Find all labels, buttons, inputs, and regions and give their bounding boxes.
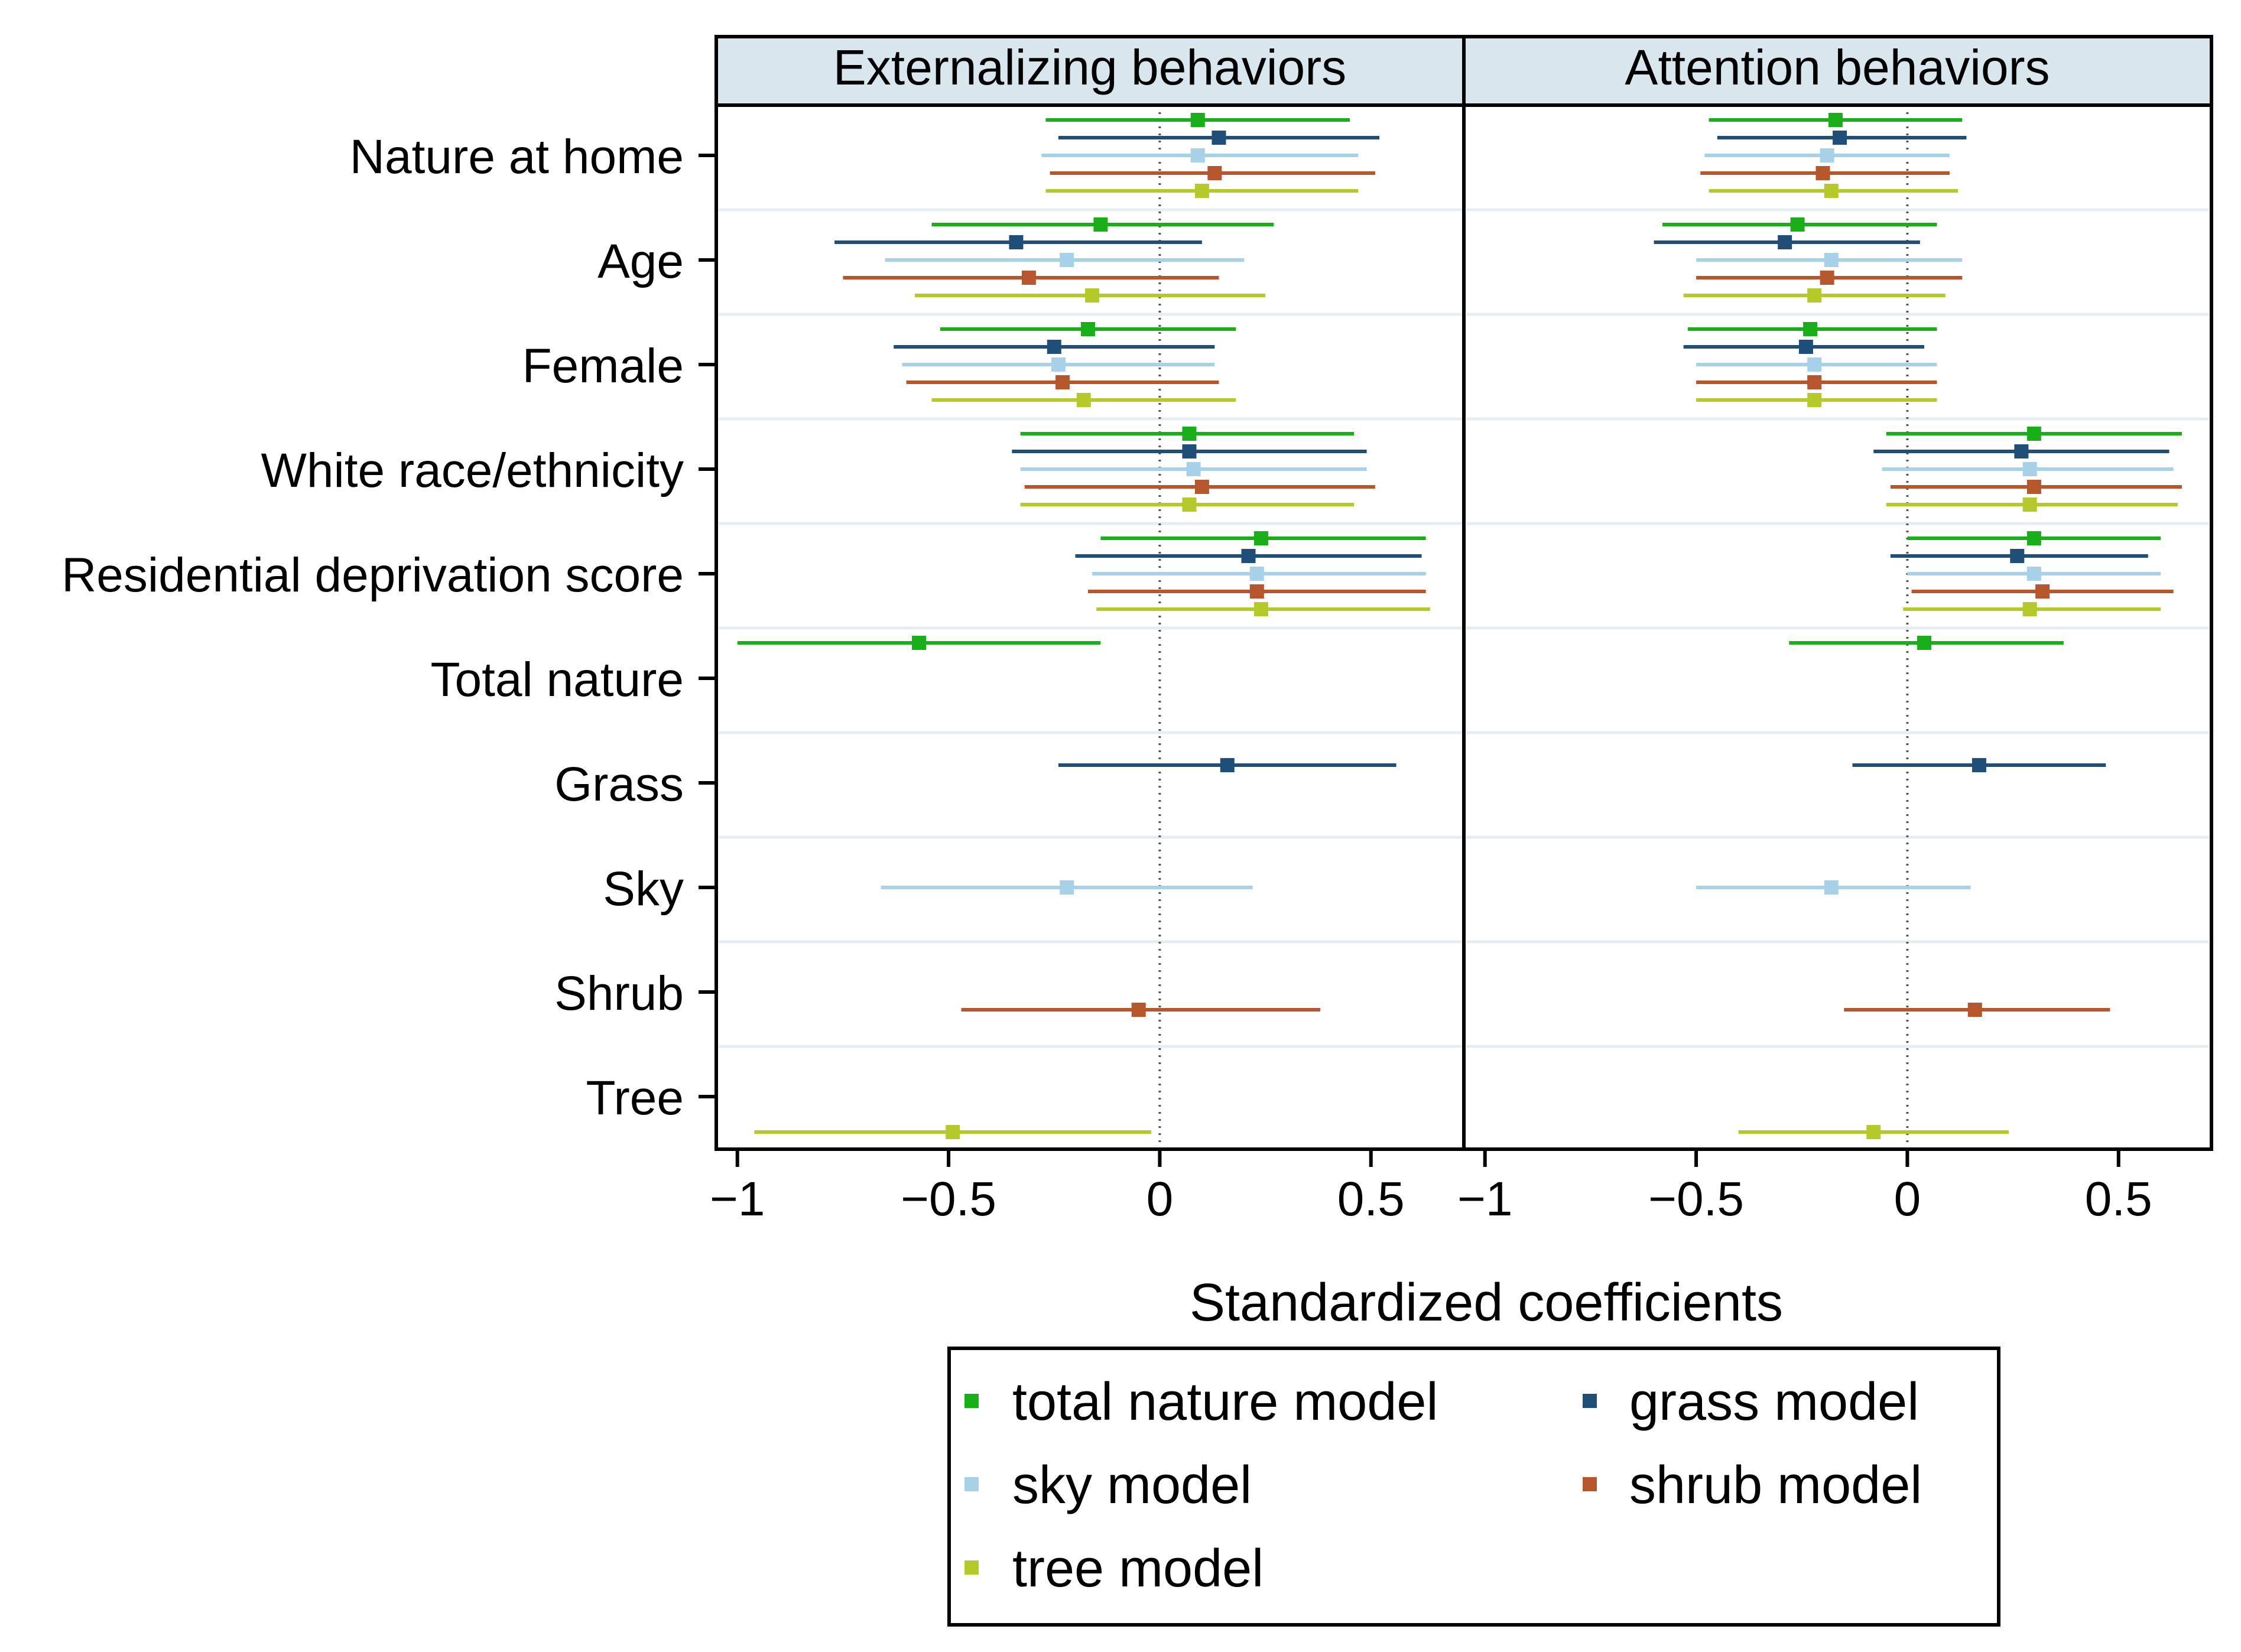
panel-title-externalizing: Externalizing behaviors: [833, 40, 1346, 95]
point-estimate-total-nature-model: [1093, 217, 1108, 232]
y-tick-label-residential-deprivation-score: Residential deprivation score: [61, 548, 684, 602]
point-estimate-grass-model: [1009, 235, 1024, 249]
legend-swatch-grass: [1583, 1394, 1597, 1408]
legend-swatch-total-nature: [964, 1394, 979, 1408]
point-estimate-sky-model: [1807, 357, 1822, 372]
point-estimate-tree-model: [2022, 602, 2037, 616]
y-tick-label-shrub: Shrub: [554, 967, 684, 1020]
point-estimate-tree-model: [1194, 184, 1209, 198]
point-estimate-sky-model: [1820, 148, 1834, 162]
point-estimate-sky-model: [1186, 462, 1201, 476]
point-estimate-total-nature-model: [1917, 636, 1932, 650]
point-estimate-shrub-model: [1249, 584, 1264, 599]
point-estimate-shrub-model: [1194, 480, 1209, 494]
point-estimate-tree-model: [1807, 393, 1822, 407]
point-estimate-total-nature-model: [2026, 427, 2041, 441]
point-estimate-grass-model: [1778, 235, 1792, 249]
point-estimate-shrub-model: [1820, 271, 1834, 285]
legend: total nature model grass model sky model…: [947, 1347, 2000, 1627]
point-estimate-sky-model: [1824, 253, 1839, 267]
point-estimate-sky-model: [2022, 462, 2037, 476]
point-estimate-shrub-model: [1055, 375, 1070, 389]
legend-label-tree: tree model: [1012, 1539, 1264, 1598]
y-tick-label-sky: Sky: [603, 862, 684, 916]
panel-header-attention: [1462, 35, 2213, 107]
point-estimate-total-nature-model: [1828, 113, 1843, 127]
point-estimate-shrub-model: [1807, 375, 1822, 389]
y-tick-label-tree: Tree: [586, 1071, 684, 1125]
point-estimate-shrub-model: [2035, 584, 2050, 599]
legend-label-shrub: shrub model: [1629, 1456, 1922, 1515]
legend-label-total-nature: total nature model: [1012, 1373, 1438, 1432]
x-tick-label: 0: [1894, 1172, 1921, 1226]
y-tick-label-total-nature: Total nature: [431, 653, 684, 707]
point-estimate-sky-model: [1824, 880, 1839, 895]
y-tick-label-grass: Grass: [554, 757, 684, 811]
x-axis-title: Standardized coefficients: [1190, 1273, 1783, 1332]
point-estimate-shrub-model: [2026, 480, 2041, 494]
panel-title-attention: Attention behaviors: [1625, 40, 2050, 95]
y-tick-label-age: Age: [597, 235, 684, 288]
legend-swatch-sky: [964, 1477, 979, 1491]
point-estimate-tree-model: [1807, 288, 1822, 303]
point-estimate-tree-model: [1182, 497, 1197, 512]
y-tick-label-female: Female: [522, 339, 684, 393]
x-tick-label: −1: [710, 1172, 765, 1226]
point-estimate-total-nature-model: [1803, 322, 1818, 336]
point-estimate-grass-model: [1241, 549, 1256, 563]
x-tick-label: 0.5: [1337, 1172, 1405, 1226]
plot-area: Nature at home Age Female White race/ethnic…: [61, 37, 2213, 1226]
point-estimate-shrub-model: [1815, 166, 1830, 180]
point-estimate-grass-model: [1047, 340, 1061, 354]
point-estimate-grass-model: [1833, 131, 1847, 145]
point-estimate-sky-model: [1051, 357, 1066, 372]
point-estimate-total-nature-model: [1253, 531, 1268, 545]
x-tick-label: 0: [1147, 1172, 1174, 1226]
point-estimate-grass-model: [1220, 758, 1235, 772]
legend-swatch-tree: [964, 1560, 979, 1575]
point-estimate-tree-model: [1085, 288, 1100, 303]
legend-box: [947, 1347, 2000, 1627]
point-estimate-total-nature-model: [912, 636, 927, 650]
point-estimate-grass-model: [2010, 549, 2025, 563]
point-estimate-total-nature-model: [2026, 531, 2041, 545]
point-estimate-total-nature-model: [1790, 217, 1805, 232]
point-estimate-shrub-model: [1131, 1003, 1146, 1017]
y-tick-label-white-race-ethnicity: White race/ethnicity: [261, 444, 684, 497]
point-estimate-tree-model: [1866, 1125, 1881, 1139]
point-estimate-tree-model: [1253, 602, 1268, 616]
x-tick-label: 0.5: [2085, 1172, 2152, 1226]
point-estimate-sky-model: [2026, 567, 2041, 581]
point-estimate-grass-model: [1798, 340, 1813, 354]
point-estimate-total-nature-model: [1182, 427, 1197, 441]
legend-swatch-shrub: [1583, 1477, 1597, 1491]
x-tick-label: −0.5: [1648, 1172, 1744, 1226]
legend-label-grass: grass model: [1629, 1373, 1919, 1432]
x-tick-label: −0.5: [901, 1172, 996, 1226]
point-estimate-total-nature-model: [1190, 113, 1205, 127]
x-tick-label: −1: [1457, 1172, 1513, 1226]
point-estimate-tree-model: [946, 1125, 960, 1139]
point-estimate-sky-model: [1060, 880, 1074, 895]
point-estimate-shrub-model: [1967, 1003, 1982, 1017]
point-estimate-tree-model: [1824, 184, 1839, 198]
point-estimate-grass-model: [1182, 444, 1197, 458]
point-estimate-grass-model: [1212, 131, 1226, 145]
point-estimate-shrub-model: [1021, 271, 1036, 285]
point-estimate-sky-model: [1249, 567, 1264, 581]
panel-header-externalizing: [714, 35, 1466, 107]
point-estimate-sky-model: [1060, 253, 1074, 267]
point-estimate-total-nature-model: [1080, 322, 1095, 336]
point-estimate-sky-model: [1190, 148, 1205, 162]
y-tick-label-nature-at-home: Nature at home: [350, 130, 684, 184]
point-estimate-tree-model: [1076, 393, 1091, 407]
point-estimate-grass-model: [2014, 444, 2029, 458]
point-estimate-shrub-model: [1207, 166, 1222, 180]
point-estimate-grass-model: [1972, 758, 1986, 772]
legend-label-sky: sky model: [1012, 1456, 1252, 1515]
point-estimate-tree-model: [2022, 497, 2037, 512]
